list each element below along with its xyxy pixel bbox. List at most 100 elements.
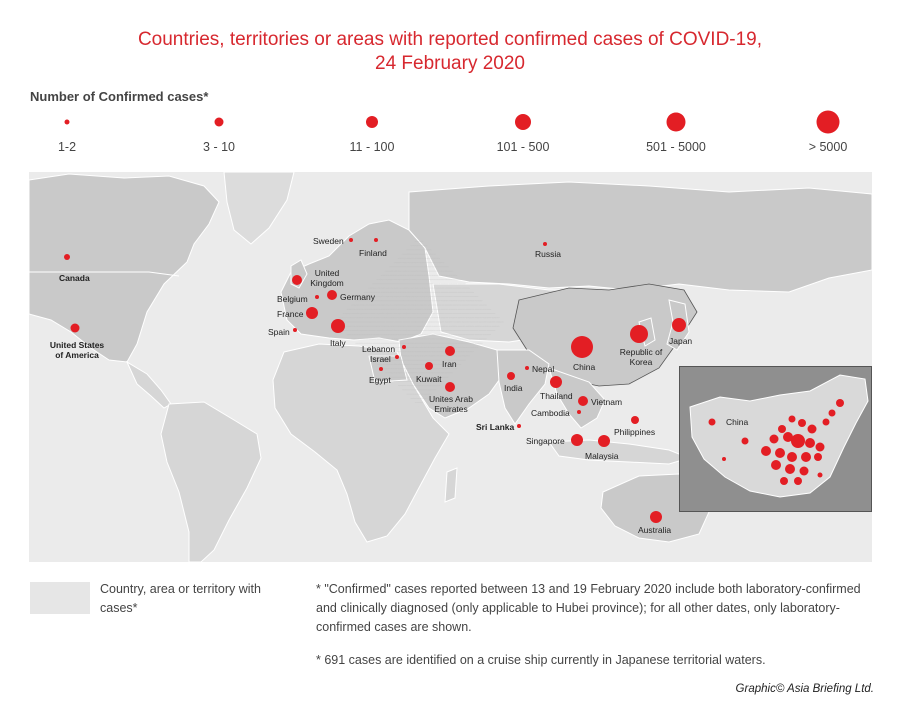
marker-japan: [672, 318, 686, 332]
label-uae: Unites Arab Emirates: [429, 394, 473, 414]
label-vietnam: Vietnam: [591, 397, 623, 407]
label-singapore: Singapore: [526, 436, 565, 446]
footnote-confirmed-cases: * "Confirmed" cases reported between 13 …: [316, 582, 861, 634]
label-korea: Republic of Korea: [619, 347, 663, 367]
label-israel: Israel: [370, 354, 391, 364]
marker-korea: [630, 325, 648, 343]
label-japan: Japan: [669, 336, 693, 346]
legend-label-3-10: 3 - 10: [203, 140, 235, 154]
label-germany: Germany: [340, 292, 375, 302]
label-lebanon: Lebanon: [362, 344, 396, 354]
marker-kuwait: [425, 362, 433, 370]
legend-item-11-100: 11 - 100: [312, 108, 432, 158]
case-markers: [64, 238, 686, 523]
legend-dot-101-500: [515, 114, 531, 130]
legend-label-1-2: 1-2: [57, 140, 77, 154]
footnote-cruise-ship: * 691 cases are identified on a cruise s…: [316, 653, 766, 667]
inset-label-china: China: [726, 417, 749, 427]
graphic-credit: Graphic© Asia Briefing Ltd.: [735, 683, 874, 695]
label-belgium: Belgium: [277, 294, 308, 304]
southeast-asia-landmass: [548, 367, 606, 429]
marker-canada: [64, 254, 70, 260]
legend-label-11-100: 11 - 100: [349, 140, 395, 154]
legend-label-101-500: 101 - 500: [496, 140, 550, 154]
legend-heading: Number of Confirmed cases*: [30, 89, 209, 104]
label-spain: Spain: [268, 327, 290, 337]
marker-philippines: [631, 416, 639, 424]
madagascar-island: [444, 467, 458, 503]
marker-sweden: [349, 238, 353, 242]
size-legend: 1-2 3 - 10 11 - 100 101 - 500 501 - 5000…: [0, 108, 900, 158]
marker-srilanka: [517, 424, 521, 428]
marker-finland: [374, 238, 378, 242]
marker-singapore: [571, 434, 583, 446]
world-map: Canada United States of America Sweden F…: [29, 172, 872, 562]
legend-dot-over-5000: [816, 110, 840, 134]
label-uk: United Kingdom: [310, 268, 344, 288]
label-sweden: Sweden: [313, 236, 344, 246]
china-inset-map: China: [679, 366, 872, 512]
marker-china: [571, 336, 593, 358]
legend-item-1-2: 1-2: [7, 108, 127, 158]
marker-uae: [445, 382, 455, 392]
marker-germany: [327, 290, 337, 300]
marker-spain: [293, 328, 297, 332]
label-srilanka: Sri Lanka: [476, 422, 515, 432]
legend-label-501-5000: 501 - 5000: [646, 140, 706, 154]
world-map-graphic: [29, 172, 872, 562]
marker-thailand: [550, 376, 562, 388]
marker-france: [306, 307, 318, 319]
marker-italy: [331, 319, 345, 333]
south-america-landmass: [160, 401, 262, 562]
label-finland: Finland: [359, 248, 387, 258]
legend-item-over-5000: > 5000: [768, 108, 888, 158]
label-iran: Iran: [442, 359, 457, 369]
label-cambodia: Cambodia: [531, 408, 570, 418]
marker-malaysia: [598, 435, 610, 447]
china-inset-landmass: [689, 374, 869, 498]
marker-lebanon: [402, 345, 406, 349]
map-title-line-1: Countries, territories or areas with rep…: [137, 29, 763, 50]
legend-item-501-5000: 501 - 5000: [616, 108, 736, 158]
label-canada: Canada: [59, 273, 90, 283]
marker-nepal: [525, 366, 529, 370]
north-america-landmass: [29, 173, 220, 363]
label-russia: Russia: [535, 249, 561, 259]
marker-israel: [395, 355, 399, 359]
central-america-landmass: [125, 360, 172, 409]
greenland-landmass: [223, 172, 295, 245]
legend-dot-11-100: [366, 116, 378, 128]
label-malaysia: Malaysia: [585, 451, 619, 461]
legend-dot-501-5000: [666, 112, 686, 132]
label-thailand: Thailand: [540, 391, 573, 401]
marker-cambodia: [577, 410, 581, 414]
marker-russia: [543, 242, 547, 246]
label-india: India: [504, 383, 523, 393]
map-title-line-2: 24 February 2020: [375, 53, 525, 74]
marker-belgium: [315, 295, 319, 299]
label-kuwait: Kuwait: [416, 374, 442, 384]
marker-australia: [650, 511, 662, 523]
china-inset-graphic: [689, 374, 869, 498]
canada-usa-border: [29, 271, 180, 277]
label-nepal: Nepal: [532, 364, 555, 374]
label-usa: United States of America: [49, 340, 105, 360]
legend-dot-1-2: [64, 119, 70, 125]
label-china: China: [573, 362, 596, 372]
marker-vietnam: [578, 396, 588, 406]
marker-uk: [292, 275, 302, 285]
key-swatch-cases: [30, 582, 90, 614]
marker-egypt: [379, 367, 383, 371]
label-egypt: Egypt: [369, 375, 391, 385]
map-title: Countries, territories or areas with rep…: [0, 28, 900, 76]
india-landmass: [496, 349, 550, 425]
marker-usa: [70, 323, 80, 333]
legend-label-over-5000: > 5000: [808, 140, 848, 154]
legend-item-3-10: 3 - 10: [159, 108, 279, 158]
marker-iran: [445, 346, 455, 356]
legend-dot-3-10: [214, 117, 224, 127]
marker-india: [507, 372, 515, 380]
label-france: France: [277, 309, 304, 319]
label-italy: Italy: [330, 338, 346, 348]
key-label-cases: Country, area or territory with cases*: [100, 582, 261, 615]
